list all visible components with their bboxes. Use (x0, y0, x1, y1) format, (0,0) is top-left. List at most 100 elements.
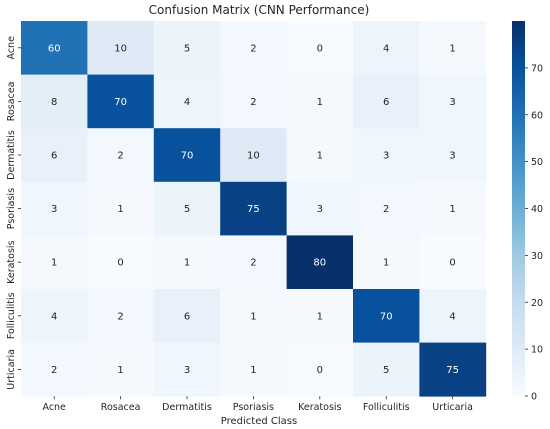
chart-title: Confusion Matrix (CNN Performance) (149, 3, 370, 17)
heatmap-cell (153, 21, 221, 75)
heatmap-cell (286, 235, 354, 290)
heatmap-cell (21, 181, 88, 236)
cell-value-label: 70 (181, 151, 194, 162)
heatmap-cell (87, 74, 155, 129)
colorbar-tick-label: 60 (531, 110, 543, 121)
cell-value-label: 10 (247, 151, 260, 162)
heatmap-cell (419, 21, 487, 75)
heatmap-cell (286, 21, 354, 75)
colorbar-tick-label: 0 (531, 392, 537, 403)
cell-value-label: 4 (184, 97, 190, 108)
cell-value-label: 3 (449, 97, 455, 108)
heatmap-cell (353, 21, 420, 75)
heatmap-cell (153, 181, 221, 236)
colorbar-tick-label: 70 (531, 63, 543, 74)
heatmap-cell (87, 235, 155, 290)
heatmap-cell (419, 342, 487, 397)
cell-value-label: 6 (184, 311, 190, 322)
heatmap-cell (353, 289, 420, 343)
heatmap-cell (21, 128, 88, 183)
colorbar-tick-label: 40 (531, 204, 543, 215)
cell-value-label: 1 (317, 151, 323, 162)
x-tick-label: Psoriasis (233, 402, 274, 413)
colorbar-tick-label: 30 (531, 251, 543, 262)
cell-value-label: 2 (250, 258, 256, 269)
y-tick-label: Dermatitis (6, 130, 17, 180)
x-tick-label: Acne (42, 402, 66, 413)
heatmap-cell (353, 128, 420, 183)
cell-value-label: 2 (250, 43, 256, 54)
heatmap-cell (286, 289, 354, 343)
cell-value-label: 70 (114, 97, 127, 108)
x-axis-label: Predicted Class (221, 416, 297, 427)
cell-value-label: 5 (383, 365, 389, 376)
cell-value-label: 4 (51, 311, 57, 322)
colorbar-tick-label: 10 (531, 345, 543, 356)
heatmap-cell (87, 128, 155, 183)
heatmap-cell (286, 342, 354, 397)
cell-value-label: 80 (313, 258, 326, 269)
colorbar-tick-label: 20 (531, 298, 543, 309)
cell-value-label: 1 (383, 258, 389, 269)
cell-value-label: 0 (117, 258, 123, 269)
heatmap-cell (220, 181, 287, 236)
cell-value-label: 1 (317, 311, 323, 322)
cell-value-label: 8 (51, 97, 57, 108)
cell-value-label: 0 (317, 43, 323, 54)
heatmap-cell (419, 74, 487, 129)
heatmap-cells: 60 10 5 2 0 4 18 70 4 2 1 6 36 2 70 10 1 3 33 1 5 75 3 2 11 0 1 2 80… (21, 21, 487, 397)
heatmap-cell (21, 74, 88, 129)
cell-value-label: 70 (380, 311, 393, 322)
y-tick-label: Keratosis (6, 240, 17, 283)
heatmap-cell (353, 74, 420, 129)
heatmap-cell (286, 74, 354, 129)
cell-value-label: 2 (117, 311, 123, 322)
heatmap-cell (153, 128, 221, 183)
cell-value-label: 60 (48, 43, 61, 54)
cell-value-label: 1 (250, 311, 256, 322)
cell-value-label: 1 (317, 97, 323, 108)
cell-value-label: 4 (449, 311, 455, 322)
heatmap-cell (87, 342, 155, 397)
heatmap-cell (419, 128, 487, 183)
heatmap-cell (220, 21, 287, 75)
heatmap-cell (21, 21, 88, 75)
heatmap-cell (220, 289, 287, 343)
heatmap-cell (153, 74, 221, 129)
cell-value-label: 4 (383, 43, 389, 54)
cell-value-label: 0 (449, 258, 455, 269)
x-tick-label: Folliculitis (363, 402, 410, 413)
cell-value-label: 3 (449, 151, 455, 162)
cell-value-label: 2 (117, 151, 123, 162)
cell-value-label: 75 (446, 365, 459, 376)
heatmap-cell (87, 181, 155, 236)
heatmap-cell (220, 342, 287, 397)
heatmap-cell (153, 235, 221, 290)
cell-value-label: 5 (184, 43, 190, 54)
cell-value-label: 3 (184, 365, 190, 376)
heatmap-cell (419, 289, 487, 343)
cell-value-label: 1 (250, 365, 256, 376)
cell-value-label: 10 (114, 43, 127, 54)
cell-value-label: 1 (117, 365, 123, 376)
x-tick-labels: Acne Rosacea Dermatitis Psoriasis Keratosis F… (42, 396, 473, 413)
cell-value-label: 6 (383, 97, 389, 108)
x-tick-label: Urticaria (432, 402, 473, 413)
cell-value-label: 75 (247, 204, 260, 215)
cell-value-label: 6 (51, 151, 57, 162)
cell-value-label: 1 (449, 43, 455, 54)
colorbar: 0 10 20 30 40 50 60 70 (512, 21, 543, 403)
y-tick-label: Psoriasis (6, 188, 17, 229)
y-tick-label: Rosacea (6, 82, 17, 122)
heatmap-cell (153, 289, 221, 343)
heatmap-cell (353, 342, 420, 397)
cell-value-label: 1 (117, 204, 123, 215)
colorbar-tick-label: 50 (531, 157, 543, 168)
cell-value-label: 2 (383, 204, 389, 215)
y-tick-labels: Acne Rosacea Dermatitis Psoriasis Keratosis F… (6, 36, 21, 390)
heatmap-cell (286, 128, 354, 183)
x-tick-label: Keratosis (298, 402, 341, 413)
y-tick-label: Acne (6, 36, 17, 60)
cell-value-label: 3 (51, 204, 57, 215)
